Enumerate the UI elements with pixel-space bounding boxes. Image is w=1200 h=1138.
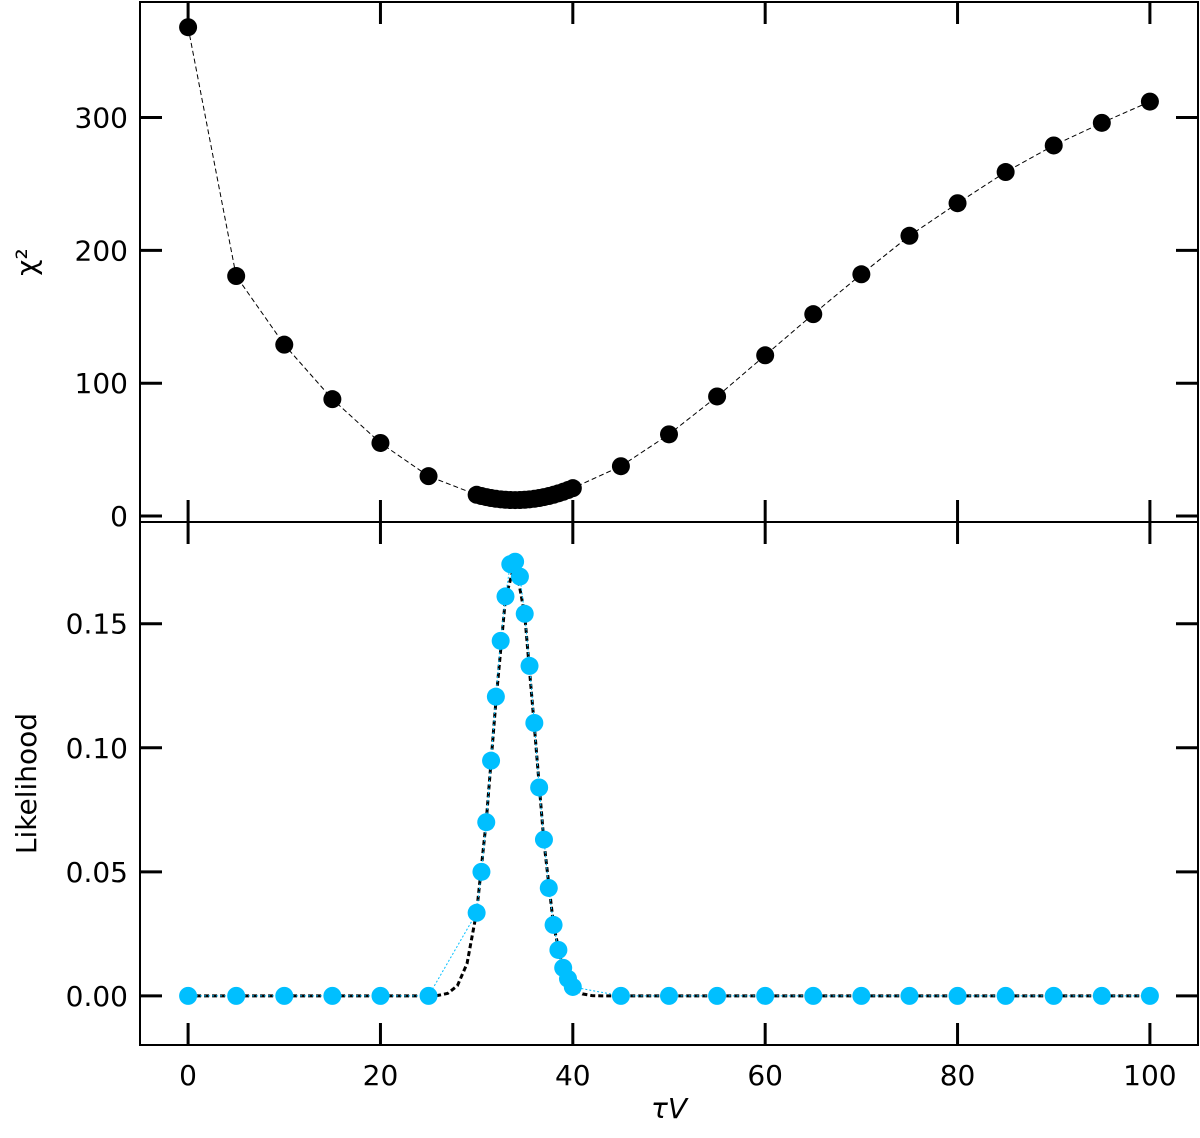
y-tick-label: 300	[75, 102, 128, 135]
point	[534, 830, 553, 849]
point	[323, 390, 342, 409]
point	[515, 604, 534, 623]
point	[477, 813, 496, 832]
point	[530, 778, 549, 797]
point	[506, 552, 525, 571]
point	[611, 986, 630, 1005]
point	[275, 986, 294, 1005]
point	[482, 751, 501, 770]
point	[660, 986, 678, 1005]
point	[900, 986, 919, 1005]
point	[371, 433, 390, 452]
point	[544, 915, 563, 934]
series-line	[188, 561, 1150, 998]
x-tick-label: 0	[179, 1059, 197, 1092]
point	[472, 862, 491, 881]
point	[371, 986, 390, 1005]
point	[275, 335, 294, 354]
axes-frame	[139, 521, 1199, 1046]
point	[1092, 113, 1111, 132]
point	[900, 226, 919, 245]
y-tick-label: 0.15	[66, 608, 128, 641]
point	[227, 267, 246, 286]
y-tick-label: 0.10	[66, 732, 128, 765]
y-tick-label: 200	[75, 234, 128, 267]
point	[467, 903, 486, 922]
point	[563, 479, 582, 498]
y-tick-label: 0.00	[66, 980, 128, 1013]
point	[486, 687, 505, 706]
point	[323, 986, 342, 1005]
point	[948, 986, 967, 1005]
point	[1140, 986, 1159, 1005]
x-axis-label: τV	[651, 1092, 689, 1125]
point	[419, 467, 438, 486]
y-tick-label: 100	[75, 367, 128, 400]
point	[1092, 986, 1111, 1005]
point	[510, 567, 529, 586]
point	[804, 305, 823, 324]
point	[563, 977, 582, 996]
point	[852, 265, 871, 284]
axes-frame	[139, 1, 1199, 523]
point	[948, 194, 967, 213]
point	[756, 986, 775, 1005]
x-tick-label: 40	[555, 1059, 591, 1092]
y-tick-label: 0.05	[66, 856, 128, 889]
point	[996, 163, 1015, 182]
point	[491, 631, 510, 650]
point	[660, 425, 678, 444]
point	[525, 713, 544, 732]
point	[539, 878, 558, 897]
point	[179, 986, 198, 1005]
y-axis-label: χ²	[10, 248, 43, 275]
point	[611, 457, 630, 476]
series-line	[188, 560, 1150, 997]
point	[852, 986, 871, 1005]
point	[227, 986, 246, 1005]
point	[179, 18, 198, 37]
point	[520, 656, 539, 675]
x-tick-label: 60	[747, 1059, 783, 1092]
point	[708, 387, 727, 406]
point	[996, 986, 1015, 1005]
point	[708, 986, 727, 1005]
point	[1140, 92, 1159, 111]
point	[496, 587, 515, 606]
y-axis-label: Likelihood	[10, 713, 43, 854]
y-tick-label: 0	[110, 500, 128, 533]
point	[1044, 136, 1063, 155]
x-tick-label: 100	[1123, 1059, 1176, 1092]
x-tick-label: 20	[363, 1059, 399, 1092]
point	[1044, 986, 1063, 1005]
x-tick-label: 80	[940, 1059, 976, 1092]
point	[756, 346, 775, 365]
point	[549, 940, 568, 959]
point	[419, 986, 438, 1005]
point	[804, 986, 823, 1005]
